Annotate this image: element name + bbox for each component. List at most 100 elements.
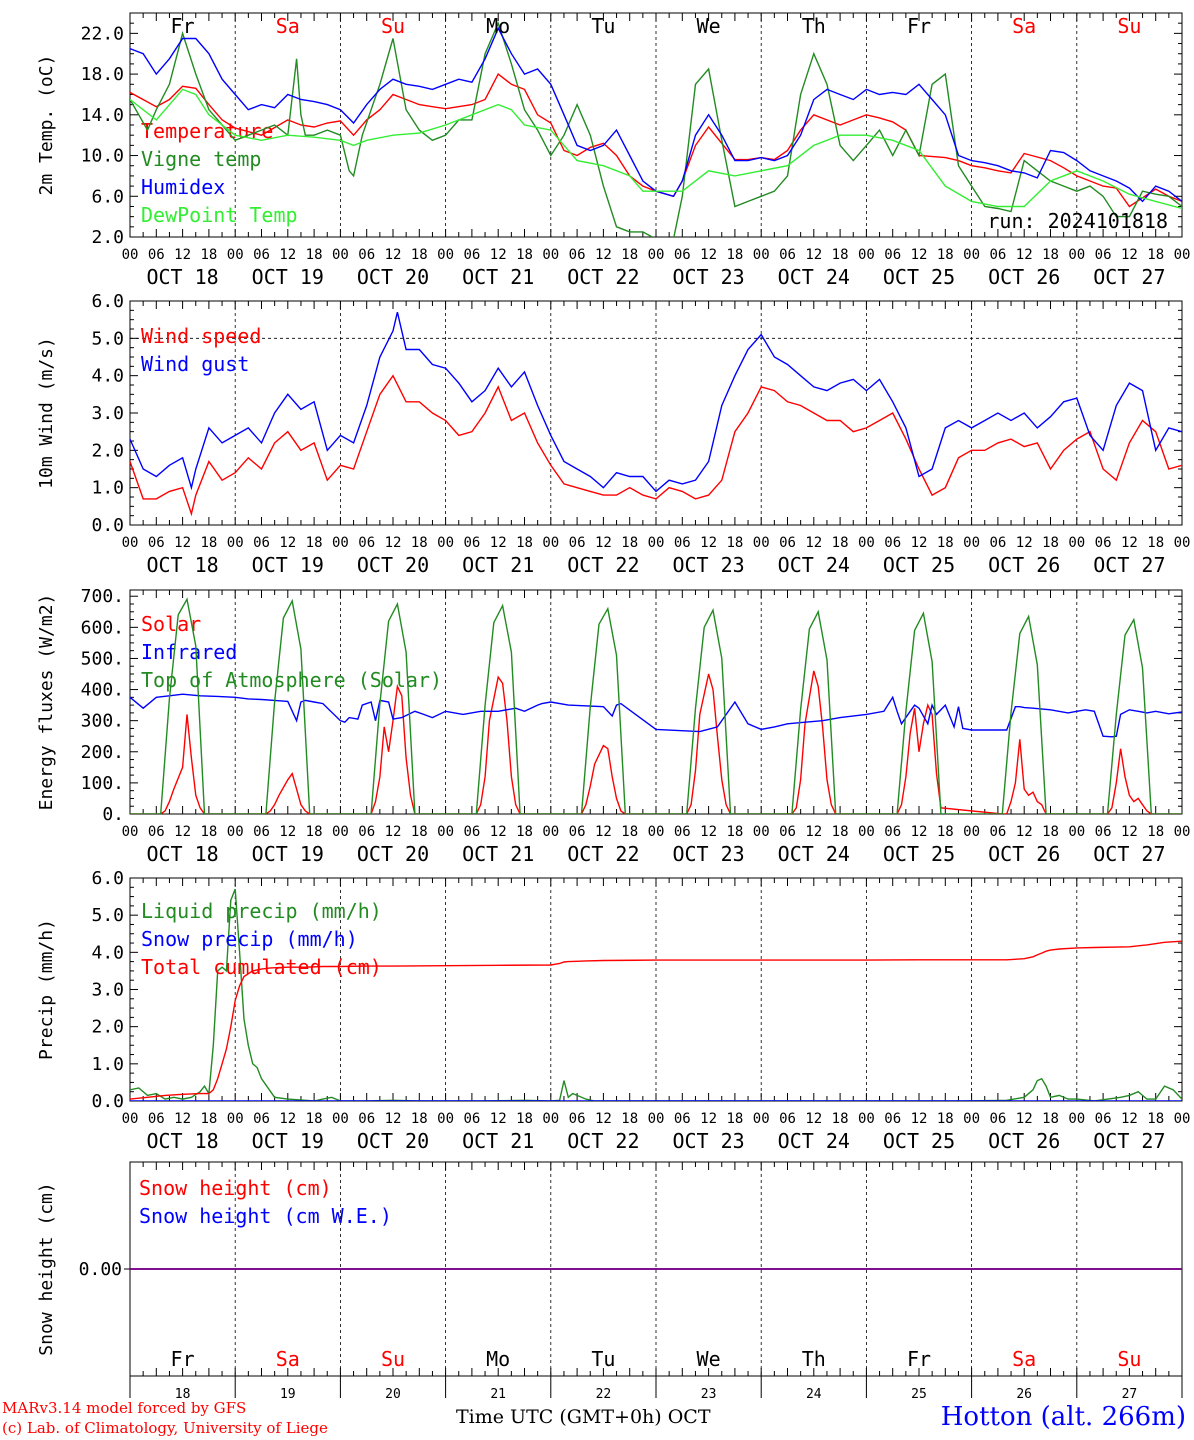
- hour-label: 12: [490, 535, 507, 551]
- hour-label: 06: [989, 824, 1006, 840]
- date-label: OCT 26: [988, 842, 1060, 866]
- date-label: OCT 27: [1093, 265, 1165, 289]
- hour-label: 18: [306, 535, 323, 551]
- date-label: OCT 21: [462, 1129, 534, 1153]
- y-tick-label: 18.0: [81, 64, 124, 85]
- hour-label: 12: [595, 247, 612, 263]
- y-tick-label: 4.0: [91, 942, 124, 963]
- hour-label: 12: [700, 824, 717, 840]
- series-line: [130, 88, 1182, 210]
- hour-label: 18: [516, 535, 533, 551]
- y-tick-label: 500.: [81, 648, 124, 669]
- hour-label: 12: [174, 247, 191, 263]
- hour-label: 00: [437, 247, 454, 263]
- hour-label: 00: [648, 1111, 665, 1127]
- y-tick-label: 700.: [81, 586, 124, 607]
- date-label: OCT 22: [567, 1129, 639, 1153]
- hour-label: 00: [753, 824, 770, 840]
- legend-entry: Top of Atmosphere (Solar): [141, 668, 442, 692]
- day-name-top: Mo: [486, 14, 510, 38]
- hour-label: 12: [174, 824, 191, 840]
- day-name-bottom: Th: [802, 1347, 826, 1371]
- hour-label: 06: [989, 247, 1006, 263]
- y-tick-label: 6.0: [91, 291, 124, 312]
- hour-label: 00: [858, 535, 875, 551]
- date-label: OCT 23: [672, 265, 744, 289]
- hour-label: 00: [858, 824, 875, 840]
- legend-entry: Infrared: [141, 640, 237, 664]
- date-label: OCT 24: [778, 842, 850, 866]
- hour-label: 06: [569, 247, 586, 263]
- hour-label: 00: [1174, 535, 1191, 551]
- hour-label: 00: [542, 824, 559, 840]
- hour-label: 06: [253, 1111, 270, 1127]
- series-line: [130, 374, 1182, 517]
- hour-label: 00: [1068, 535, 1085, 551]
- hour-label: 12: [385, 535, 402, 551]
- hour-label: 00: [1174, 1111, 1191, 1127]
- day-number: 24: [806, 1387, 822, 1402]
- date-label: OCT 21: [462, 842, 534, 866]
- day-name-top: Su: [381, 14, 405, 38]
- hour-label: 18: [1147, 1111, 1164, 1127]
- legend-entry: Vigne temp: [141, 147, 261, 171]
- hour-label: 00: [227, 824, 244, 840]
- hour-label: 18: [306, 247, 323, 263]
- hour-label: 06: [779, 535, 796, 551]
- hour-label: 12: [490, 247, 507, 263]
- y-tick-label: 4.0: [91, 366, 124, 387]
- hour-label: 18: [1042, 1111, 1059, 1127]
- hour-label: 12: [700, 1111, 717, 1127]
- hour-label: 00: [1174, 824, 1191, 840]
- date-label: OCT 18: [146, 553, 218, 577]
- legend-entry: Humidex: [141, 175, 225, 199]
- hour-label: 12: [911, 247, 928, 263]
- hour-label: 00: [648, 535, 665, 551]
- date-label: OCT 19: [252, 265, 324, 289]
- hour-label: 12: [490, 1111, 507, 1127]
- day-number: 18: [175, 1387, 191, 1402]
- hour-label: 12: [490, 824, 507, 840]
- hour-label: 00: [227, 1111, 244, 1127]
- hour-label: 18: [1147, 247, 1164, 263]
- date-label: OCT 25: [883, 1129, 955, 1153]
- hour-label: 00: [227, 535, 244, 551]
- y-tick-label: 200.: [81, 742, 124, 763]
- hour-label: 12: [805, 535, 822, 551]
- hour-label: 06: [358, 535, 375, 551]
- lab-credit: (c) Lab. of Climatology, University of L…: [2, 1419, 328, 1437]
- hour-label: 00: [963, 247, 980, 263]
- model-credit: MARv3.14 model forced by GFS: [2, 1399, 247, 1417]
- y-tick-label: 0.: [102, 804, 124, 825]
- day-number: 23: [701, 1387, 717, 1402]
- hour-label: 06: [463, 247, 480, 263]
- y-tick-label: 300.: [81, 711, 124, 732]
- hour-label: 12: [174, 535, 191, 551]
- hour-label: 06: [779, 247, 796, 263]
- hour-label: 06: [148, 1111, 165, 1127]
- hour-label: 00: [858, 247, 875, 263]
- y-tick-label: 0.00: [79, 1259, 122, 1280]
- date-label: OCT 19: [252, 553, 324, 577]
- day-name-top: Fr: [907, 14, 931, 38]
- hour-label: 18: [621, 247, 638, 263]
- y-tick-label: 6.0: [91, 868, 124, 889]
- hour-label: 00: [542, 247, 559, 263]
- hour-label: 18: [621, 824, 638, 840]
- hour-label: 06: [1095, 824, 1112, 840]
- date-label: OCT 18: [146, 265, 218, 289]
- day-name-top: Fr: [171, 14, 195, 38]
- hour-label: 18: [726, 1111, 743, 1127]
- date-label: OCT 21: [462, 265, 534, 289]
- day-name-bottom: Su: [1117, 1347, 1141, 1371]
- time-axis-title: Time UTC (GMT+0h) OCT: [456, 1406, 711, 1428]
- hour-label: 18: [726, 824, 743, 840]
- series-line: [130, 73, 1182, 208]
- day-number: 27: [1122, 1387, 1138, 1402]
- date-label: OCT 20: [357, 842, 429, 866]
- hour-label: 00: [1068, 824, 1085, 840]
- y-tick-label: 3.0: [91, 980, 124, 1001]
- hour-label: 12: [385, 1111, 402, 1127]
- hour-label: 18: [1042, 535, 1059, 551]
